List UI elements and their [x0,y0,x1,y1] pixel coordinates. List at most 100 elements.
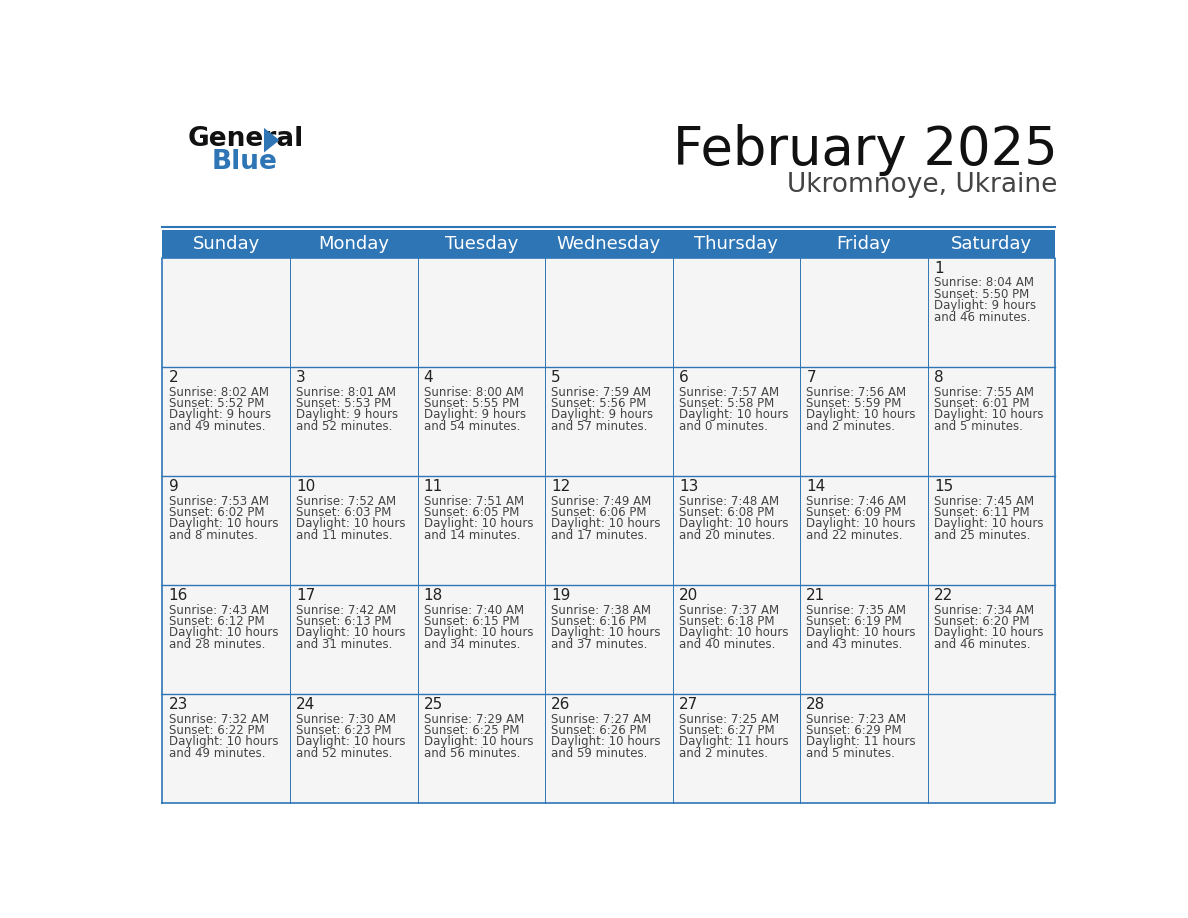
Text: Sunset: 6:02 PM: Sunset: 6:02 PM [169,506,264,519]
Text: Daylight: 10 hours: Daylight: 10 hours [296,626,405,639]
Bar [417,476,545,585]
Text: 7: 7 [807,370,816,386]
Text: and 0 minutes.: and 0 minutes. [678,420,767,432]
Text: 4: 4 [424,370,434,386]
Bar [545,476,672,585]
Text: Sunrise: 8:02 AM: Sunrise: 8:02 AM [169,386,268,398]
Bar [163,258,290,367]
Text: Daylight: 9 hours: Daylight: 9 hours [934,299,1036,312]
Text: and 52 minutes.: and 52 minutes. [296,747,392,760]
Text: 8: 8 [934,370,943,386]
Text: Sunrise: 7:34 AM: Sunrise: 7:34 AM [934,603,1034,617]
Bar [672,258,801,367]
Text: Sunrise: 7:38 AM: Sunrise: 7:38 AM [551,603,651,617]
Text: Sunset: 6:25 PM: Sunset: 6:25 PM [424,724,519,737]
Text: Saturday: Saturday [950,235,1032,252]
Text: Sunrise: 7:46 AM: Sunrise: 7:46 AM [807,495,906,508]
Text: Sunrise: 7:49 AM: Sunrise: 7:49 AM [551,495,651,508]
Text: and 46 minutes.: and 46 minutes. [934,310,1030,324]
Bar [290,476,417,585]
Text: 11: 11 [424,479,443,494]
Text: Friday: Friday [836,235,891,252]
Text: 26: 26 [551,697,570,712]
Text: Daylight: 11 hours: Daylight: 11 hours [807,735,916,748]
Text: Sunrise: 7:53 AM: Sunrise: 7:53 AM [169,495,268,508]
Text: Sunrise: 7:51 AM: Sunrise: 7:51 AM [424,495,524,508]
Bar [417,367,545,476]
Bar [672,585,801,694]
Text: Thursday: Thursday [695,235,778,252]
Text: and 20 minutes.: and 20 minutes. [678,529,776,542]
Text: Daylight: 9 hours: Daylight: 9 hours [296,409,398,421]
Text: and 25 minutes.: and 25 minutes. [934,529,1030,542]
Text: 25: 25 [424,697,443,712]
Text: Sunset: 6:06 PM: Sunset: 6:06 PM [551,506,646,519]
Text: Sunset: 6:16 PM: Sunset: 6:16 PM [551,615,647,628]
Bar [801,694,928,803]
Text: Sunrise: 7:25 AM: Sunrise: 7:25 AM [678,712,779,725]
Text: and 22 minutes.: and 22 minutes. [807,529,903,542]
Text: 27: 27 [678,697,699,712]
Text: 1: 1 [934,261,943,276]
Text: Daylight: 10 hours: Daylight: 10 hours [424,735,533,748]
Text: 20: 20 [678,588,699,603]
Text: and 28 minutes.: and 28 minutes. [169,638,265,651]
Text: Sunrise: 7:27 AM: Sunrise: 7:27 AM [551,712,651,725]
Text: and 49 minutes.: and 49 minutes. [169,747,265,760]
Text: Sunrise: 7:37 AM: Sunrise: 7:37 AM [678,603,779,617]
Text: Sunset: 6:19 PM: Sunset: 6:19 PM [807,615,902,628]
Text: Sunrise: 7:29 AM: Sunrise: 7:29 AM [424,712,524,725]
Text: Sunrise: 8:01 AM: Sunrise: 8:01 AM [296,386,396,398]
Text: Sunrise: 7:59 AM: Sunrise: 7:59 AM [551,386,651,398]
Bar [672,367,801,476]
Text: 3: 3 [296,370,307,386]
Bar [290,367,417,476]
Text: Sunrise: 7:42 AM: Sunrise: 7:42 AM [296,603,397,617]
Text: and 49 minutes.: and 49 minutes. [169,420,265,432]
Text: Sunrise: 7:30 AM: Sunrise: 7:30 AM [296,712,396,725]
Text: Daylight: 10 hours: Daylight: 10 hours [678,409,789,421]
Text: 12: 12 [551,479,570,494]
Bar [801,476,928,585]
Text: Sunrise: 8:00 AM: Sunrise: 8:00 AM [424,386,524,398]
Text: Sunset: 6:15 PM: Sunset: 6:15 PM [424,615,519,628]
Text: and 14 minutes.: and 14 minutes. [424,529,520,542]
Text: Sunset: 6:27 PM: Sunset: 6:27 PM [678,724,775,737]
Bar [163,367,290,476]
Text: 24: 24 [296,697,316,712]
Text: Daylight: 11 hours: Daylight: 11 hours [678,735,789,748]
Bar [290,258,417,367]
Text: and 5 minutes.: and 5 minutes. [934,420,1023,432]
Text: Daylight: 10 hours: Daylight: 10 hours [424,518,533,531]
Text: and 46 minutes.: and 46 minutes. [934,638,1030,651]
Text: Sunset: 5:52 PM: Sunset: 5:52 PM [169,397,264,410]
Bar [290,585,417,694]
Text: and 31 minutes.: and 31 minutes. [296,638,392,651]
Text: Sunset: 6:26 PM: Sunset: 6:26 PM [551,724,647,737]
Text: 22: 22 [934,588,953,603]
Text: Sunset: 5:55 PM: Sunset: 5:55 PM [424,397,519,410]
Text: 2: 2 [169,370,178,386]
Text: and 17 minutes.: and 17 minutes. [551,529,647,542]
Text: Sunrise: 7:35 AM: Sunrise: 7:35 AM [807,603,906,617]
Bar [163,585,290,694]
Bar [801,585,928,694]
Text: Daylight: 10 hours: Daylight: 10 hours [807,518,916,531]
Text: and 40 minutes.: and 40 minutes. [678,638,776,651]
Text: Sunset: 5:50 PM: Sunset: 5:50 PM [934,288,1029,301]
Text: Sunset: 6:23 PM: Sunset: 6:23 PM [296,724,392,737]
Text: and 11 minutes.: and 11 minutes. [296,529,393,542]
Bar [545,258,672,367]
Text: Daylight: 10 hours: Daylight: 10 hours [551,518,661,531]
Text: Daylight: 9 hours: Daylight: 9 hours [551,409,653,421]
Text: Daylight: 10 hours: Daylight: 10 hours [807,409,916,421]
Text: 28: 28 [807,697,826,712]
Text: Daylight: 10 hours: Daylight: 10 hours [296,735,405,748]
Text: Sunset: 6:03 PM: Sunset: 6:03 PM [296,506,392,519]
Bar [163,230,1055,258]
Text: Ukromnoye, Ukraine: Ukromnoye, Ukraine [788,172,1057,197]
Text: Sunrise: 7:56 AM: Sunrise: 7:56 AM [807,386,906,398]
Text: Daylight: 10 hours: Daylight: 10 hours [424,626,533,639]
Text: Sunrise: 7:45 AM: Sunrise: 7:45 AM [934,495,1034,508]
Bar [417,258,545,367]
